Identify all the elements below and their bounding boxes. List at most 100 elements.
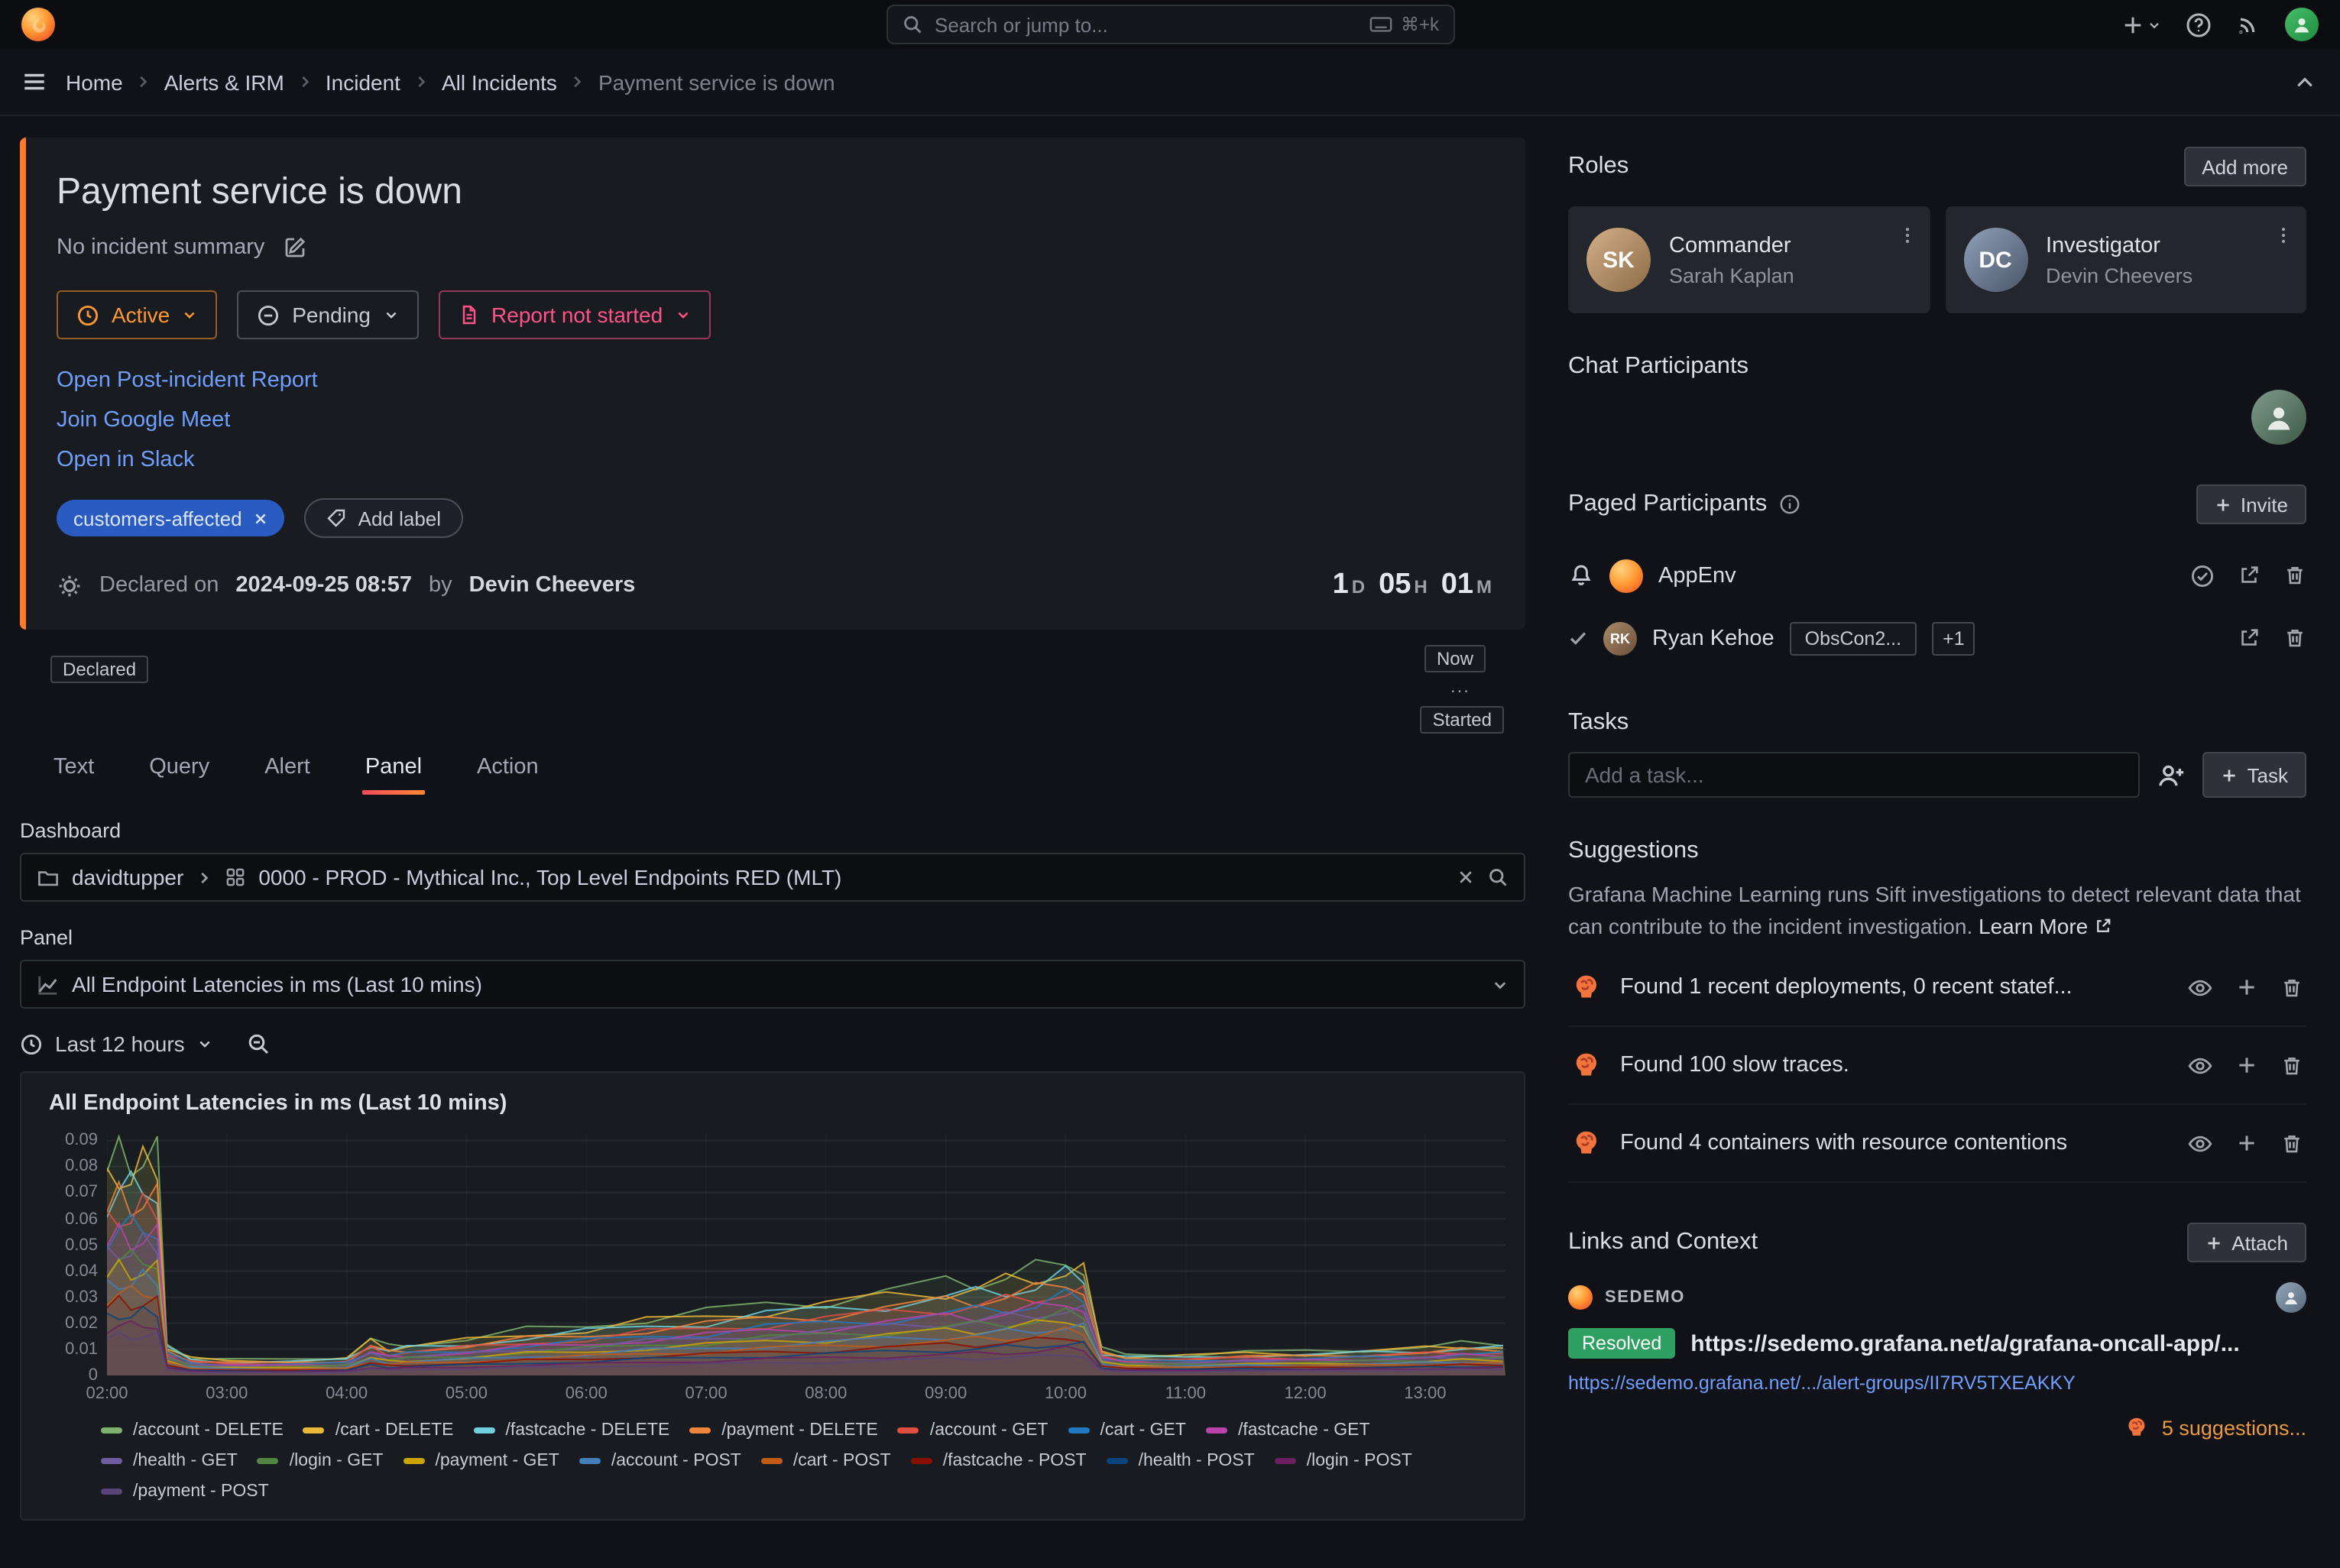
dismiss-suggestion-button[interactable] [2280,1132,2303,1155]
legend-item[interactable]: /health - POST [1106,1452,1255,1470]
suggestion-row[interactable]: Found 1 recent deployments, 0 recent sta… [1568,949,2306,1027]
global-search[interactable]: ⌘+k [886,5,1454,44]
time-range-picker[interactable]: Last 12 hours [20,1032,212,1056]
dashboard-folder-name[interactable]: davidtupper [72,865,184,889]
attached-link-title[interactable]: https://sedemo.grafana.net/a/grafana-onc… [1690,1330,2240,1356]
pending-circle-icon [258,304,279,326]
breadcrumb-home[interactable]: Home [66,70,123,94]
tab-alert[interactable]: Alert [264,755,310,779]
add-suggestion-button[interactable] [2236,977,2257,998]
add-label-button[interactable]: Add label [304,498,463,538]
notify-bell-button[interactable] [1568,562,1594,588]
breadcrumb-incident[interactable]: Incident [325,70,400,94]
edit-summary-button[interactable] [283,235,307,260]
legend-item[interactable]: /payment - DELETE [689,1421,878,1440]
tab-action[interactable]: Action [477,755,539,779]
user-avatar[interactable] [2285,8,2319,41]
legend-item[interactable]: /payment - POST [101,1482,269,1501]
help-icon [2186,12,2211,37]
breadcrumb-alerts-irm[interactable]: Alerts & IRM [164,70,284,94]
panel-field-label: Panel [20,926,73,949]
add-suggestion-button[interactable] [2236,1055,2257,1076]
dashboard-name[interactable]: 0000 - PROD - Mythical Inc., Top Level E… [258,865,842,889]
news-feed-button[interactable] [2236,12,2261,37]
attach-button[interactable]: Attach [2187,1223,2306,1262]
tab-panel[interactable]: Panel [361,743,426,795]
assign-user-button[interactable] [2157,760,2186,789]
breadcrumb-all-incidents[interactable]: All Incidents [441,70,557,94]
preview-suggestion-button[interactable] [2187,1052,2213,1078]
dismiss-suggestion-button[interactable] [2280,976,2303,999]
search-dashboards-button[interactable] [1487,867,1509,888]
suggestion-row[interactable]: Found 100 slow traces. [1568,1027,2306,1105]
y-axis-tick-label: 0.02 [65,1314,98,1333]
remove-participant-button[interactable] [2283,627,2306,650]
report-status-dropdown[interactable]: Report not started [438,290,711,339]
legend-item[interactable]: /payment - GET [403,1452,559,1470]
legend-item[interactable]: /account - GET [897,1421,1048,1440]
legend-item[interactable]: /fastcache - POST [910,1452,1087,1470]
acknowledge-button[interactable] [2190,563,2215,588]
severity-dropdown[interactable]: Pending [237,290,419,339]
collapse-header-button[interactable] [2294,71,2316,92]
close-icon[interactable] [254,511,268,525]
add-more-roles-button[interactable]: Add more [2183,147,2306,186]
role-menu-button[interactable] [1896,225,1917,246]
duration-hours-unit: H [1414,576,1428,598]
incident-label-chip[interactable]: customers-affected [57,500,285,536]
open-post-incident-report-link[interactable]: Open Post-incident Report [57,368,318,393]
legend-item[interactable]: /account - DELETE [101,1421,284,1440]
zoom-out-button[interactable] [246,1032,271,1056]
join-google-meet-link[interactable]: Join Google Meet [57,408,231,432]
legend-item[interactable]: /cart - DELETE [303,1421,454,1440]
open-in-slack-link[interactable]: Open in Slack [57,448,195,472]
add-task-input[interactable] [1568,752,2141,798]
dismiss-suggestion-button[interactable] [2280,1054,2303,1077]
remove-participant-button[interactable] [2283,564,2306,587]
legend-item[interactable]: /cart - GET [1068,1421,1186,1440]
dashboard-picker[interactable]: davidtupper 0000 - PROD - Mythical Inc.,… [20,853,1525,902]
status-dropdown[interactable]: Active [57,290,218,339]
escalation-chain-chip[interactable]: ObsCon2... [1789,621,1917,655]
menu-toggle-button[interactable] [21,69,47,95]
invite-button[interactable]: Invite [2196,484,2306,524]
legend-item[interactable]: /account - POST [579,1452,741,1470]
tab-query[interactable]: Query [149,755,210,779]
attached-link-url[interactable]: https://sedemo.grafana.net/.../alert-gro… [1568,1372,2076,1394]
paged-info-button[interactable] [1779,494,1800,515]
chat-participant-avatar[interactable] [2251,390,2306,445]
role-menu-button[interactable] [2273,225,2294,246]
legend-item[interactable]: /login - POST [1274,1452,1412,1470]
add-suggestion-button[interactable] [2236,1132,2257,1154]
legend-item[interactable]: /health - GET [101,1452,238,1470]
panel-picker[interactable]: All Endpoint Latencies in ms (Last 10 mi… [20,960,1525,1009]
legend-item[interactable]: /fastcache - DELETE [473,1421,669,1440]
panel-name[interactable]: All Endpoint Latencies in ms (Last 10 mi… [72,972,482,996]
user-plus-icon [2159,764,2184,786]
learn-more-link[interactable]: Learn More [1979,914,2112,938]
top-nav: ⌘+k [0,0,2340,49]
y-axis-tick-label: 0.05 [65,1236,98,1255]
add-task-button[interactable]: Task [2202,752,2306,798]
legend-item[interactable]: /fastcache - GET [1205,1421,1370,1440]
help-button[interactable] [2186,11,2212,37]
search-input[interactable] [935,13,1358,36]
attach-label: Attach [2231,1231,2288,1254]
grafana-logo[interactable] [21,8,55,41]
legend-item[interactable]: /cart - POST [760,1452,891,1470]
link-suggestions-button[interactable]: 5 suggestions... [1568,1415,2306,1440]
legend-item[interactable]: /login - GET [257,1452,384,1470]
suggestion-row[interactable]: Found 4 containers with resource content… [1568,1105,2306,1183]
incident-card: Payment service is down No incident summ… [20,138,1525,630]
tab-text[interactable]: Text [53,755,95,779]
open-external-button[interactable] [2238,564,2261,587]
more-chains-chip[interactable]: +1 [1932,621,1975,655]
tasks-section: Tasks Task [1568,709,2306,798]
clear-selection-button[interactable] [1457,868,1475,886]
incident-title: Payment service is down [57,171,462,212]
preview-suggestion-button[interactable] [2187,974,2213,1000]
new-menu-button[interactable] [2121,13,2161,36]
open-external-button[interactable] [2238,627,2261,650]
timeseries-plot[interactable] [107,1134,1505,1375]
preview-suggestion-button[interactable] [2187,1130,2213,1156]
